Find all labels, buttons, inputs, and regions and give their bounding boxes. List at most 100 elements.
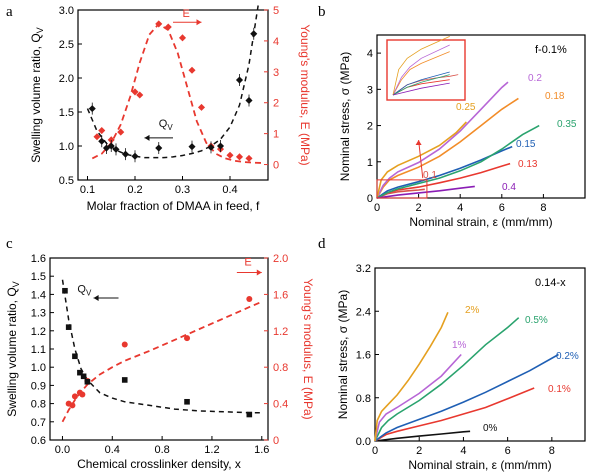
panel-c-ytick-label: 0.9 xyxy=(31,380,46,392)
panel-a-ytick-label: 2.5 xyxy=(59,39,74,51)
panel-b-zoom-box xyxy=(376,179,428,199)
panel-c-rtick-label: 0.4 xyxy=(273,399,288,411)
panel-d-xtick-label: 8 xyxy=(549,445,555,457)
panel-a-E-fit xyxy=(91,22,264,164)
panel-d-curve-1% xyxy=(374,353,462,442)
panel-d-xtick-label: 0 xyxy=(372,445,378,457)
panel-a-E-arrowhead xyxy=(196,19,202,26)
panel-b-title: f-0.1% xyxy=(535,44,567,56)
panel-c-E-legend: E xyxy=(244,256,251,268)
panel-a-E-point xyxy=(197,103,206,111)
panel-d-label-1%: 1% xyxy=(452,340,467,351)
panel-c-xtick-label: 0.0 xyxy=(55,444,70,456)
panel-a-Q-point xyxy=(245,96,253,104)
panel-b-curve-0.2 xyxy=(376,81,509,199)
panel-c-Q-point xyxy=(72,353,78,360)
panel-b-ytick-label: 0 xyxy=(367,193,373,205)
panel-b-label-0.35: 0.35 xyxy=(557,119,577,130)
panel-a-Q-point xyxy=(250,30,258,38)
panel-letter-b: b xyxy=(318,4,326,20)
panel-a-ylabel-left: Swelling volume ratio, QV xyxy=(29,27,45,162)
panel-c-ylabel-left-sub: V xyxy=(11,281,21,287)
panel-a-rtick-label: 1 xyxy=(273,129,279,141)
panel-a-ytick-label: 0.5 xyxy=(59,175,74,187)
panel-a-Q-point xyxy=(207,143,215,151)
panel-a-frame xyxy=(77,9,269,181)
panel-a-E-point xyxy=(235,153,244,161)
panel-b-inset-curve-0.15 xyxy=(392,71,450,96)
panel-d-xtick-label: 2 xyxy=(416,445,422,457)
panel-a-Q-point xyxy=(155,144,163,152)
panel-a-Q-arrowhead xyxy=(144,134,150,141)
panel-c-ytick-label: 0.8 xyxy=(31,399,46,411)
panel-a-rtick-label: 2 xyxy=(273,98,279,110)
panel-a-E-point xyxy=(117,128,125,136)
panel-c-E-point xyxy=(69,402,76,409)
panel-c-Q-point xyxy=(65,324,72,330)
panel-d-curve-0.2% xyxy=(374,353,559,442)
panel-b-inset-curve-0.18 xyxy=(392,51,450,96)
panel-d-label-2%: 2% xyxy=(465,305,480,316)
panel-b-ytick-label: 2 xyxy=(367,121,373,133)
panel-a-ylabel-right: Young's modulus, E (MPa) xyxy=(298,24,312,165)
panel-a-Q-point xyxy=(98,137,106,145)
panel-b-ytick-label: 3 xyxy=(367,84,373,96)
panel-b-ytick-label: 1 xyxy=(367,157,373,169)
panel-a-Q-fit xyxy=(86,3,260,159)
panel-b-inset-curve-0.2 xyxy=(392,44,450,96)
panel-c-E-point xyxy=(246,295,253,302)
panel-b-ytick-label: 4 xyxy=(367,48,373,60)
panel-a-Q-point xyxy=(188,143,196,151)
panel-d-ytick-label: 2.4 xyxy=(356,306,371,318)
panel-d-title: 0.14-x xyxy=(535,277,566,289)
panel-a-xtick-label: 0.3 xyxy=(175,184,190,196)
panel-c-ytick-label: 1.3 xyxy=(31,308,46,320)
panel-c-Q-fit xyxy=(61,279,262,414)
panel-b-xtick-label: 4 xyxy=(457,202,463,214)
panel-a-E-point xyxy=(188,66,196,74)
panel-a-xtick-label: 0.1 xyxy=(80,184,95,196)
panel-b-curve-0.13 xyxy=(376,162,511,199)
panel-d-frame xyxy=(374,267,586,442)
panel-c-rtick-label: 0 xyxy=(273,435,279,447)
panel-c-xlabel: Chemical crosslinker density, x xyxy=(77,457,241,471)
panel-a-xtick-label: 0.2 xyxy=(127,184,142,196)
panel-c-E-point xyxy=(71,393,78,400)
panel-c-rtick-label: 1.2 xyxy=(273,326,288,338)
panel-a-E-point xyxy=(107,136,115,144)
panel-a-E-point xyxy=(245,154,253,162)
panel-a-Q-point xyxy=(107,142,115,150)
panel-b-xtick-label: 0 xyxy=(374,202,380,214)
panel-b-inset-curve-0.35 xyxy=(392,74,450,96)
panel-a-Q-point xyxy=(235,76,244,84)
panel-c-Q-point xyxy=(84,378,91,385)
panel-a-E-point xyxy=(131,88,139,96)
panel-a-Q-point xyxy=(216,142,225,150)
panel-d-curve-2% xyxy=(374,311,449,442)
panel-c-Q-point xyxy=(80,373,87,380)
panel-c-Q-point xyxy=(121,377,128,383)
panel-letter-d: d xyxy=(318,236,326,252)
panel-d-ytick-label: 0.8 xyxy=(356,393,371,405)
panel-c-Q-legend: QV xyxy=(77,284,92,298)
panel-a-E-point xyxy=(178,34,187,42)
panel-c-Q-point xyxy=(62,287,68,294)
panel-c-Q-point xyxy=(184,398,190,405)
panel-c-ylabel-right: Young's modulus, E (MPa) xyxy=(301,278,315,419)
panel-c-ylabel-left: Swelling volume ratio, QV xyxy=(5,281,21,416)
panel-a-Q-point xyxy=(88,105,96,113)
panel-b-curve-0.25 xyxy=(376,121,467,199)
panel-b-inset xyxy=(386,39,466,101)
panel-c-rtick-label: 2.0 xyxy=(273,253,288,265)
panel-c-Q-legend-sub: V xyxy=(86,289,92,298)
panel-a-ytick-label: 3.0 xyxy=(59,5,74,17)
panel-b-xtick-label: 2 xyxy=(416,202,422,214)
panel-letter-c: c xyxy=(6,236,13,252)
panel-c-ytick-label: 0.7 xyxy=(31,417,46,429)
panel-d-curve-0.1% xyxy=(374,387,535,442)
panel-d-label-0.2%: 0.2% xyxy=(556,351,579,362)
panel-c-E-point xyxy=(184,335,191,342)
panel-b-curve-0.35 xyxy=(376,124,540,199)
panel-a-ylabel-left-sub: V xyxy=(35,27,45,33)
panel-c-ytick-label: 1.5 xyxy=(31,271,46,283)
